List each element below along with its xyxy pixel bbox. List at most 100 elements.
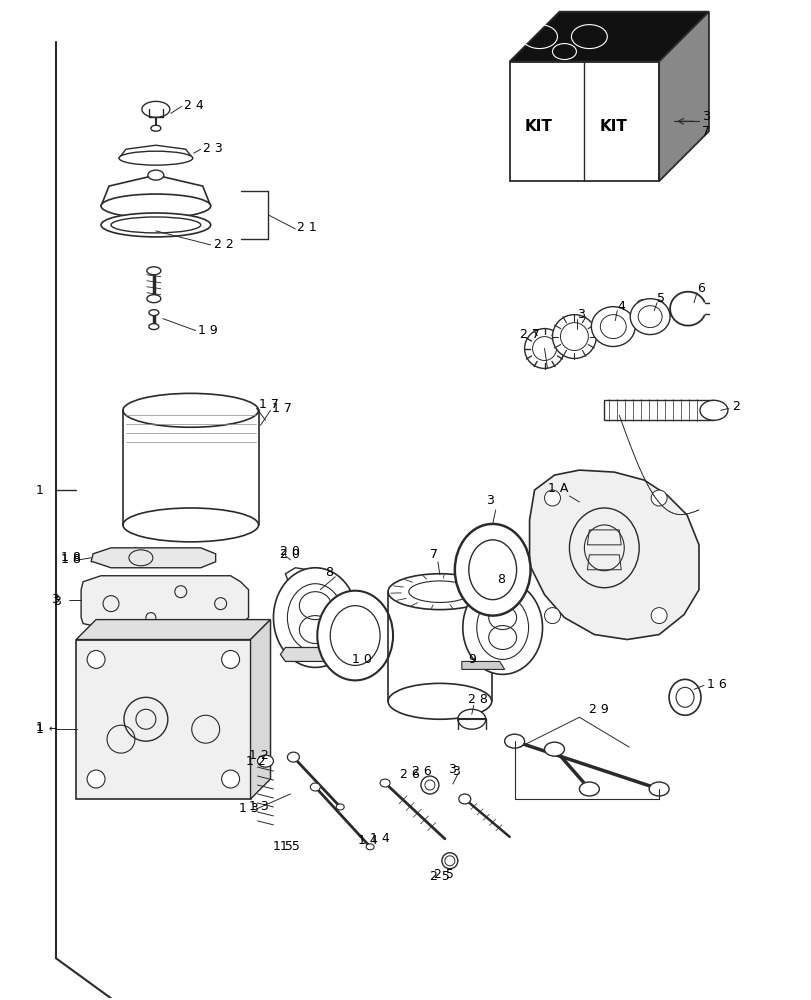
Text: 1 7: 1 7	[258, 398, 278, 411]
Ellipse shape	[629, 299, 669, 335]
Text: 1 A: 1 A	[547, 482, 567, 495]
Ellipse shape	[221, 650, 239, 668]
Text: 3: 3	[451, 765, 459, 778]
Text: 2 2: 2 2	[213, 238, 233, 251]
Text: 1: 1	[36, 484, 43, 497]
Text: 7: 7	[429, 548, 437, 561]
Ellipse shape	[420, 776, 439, 794]
Polygon shape	[251, 620, 270, 799]
Text: 1 8: 1 8	[61, 551, 81, 564]
Ellipse shape	[544, 490, 560, 506]
Text: 2 6: 2 6	[411, 765, 431, 778]
Polygon shape	[119, 145, 192, 158]
Text: 1 3: 1 3	[248, 800, 268, 813]
Ellipse shape	[650, 608, 667, 624]
Text: 2 8: 2 8	[467, 693, 487, 706]
Text: 4: 4	[616, 300, 624, 313]
Text: 1 4: 1 4	[358, 834, 378, 847]
Text: 8: 8	[496, 573, 504, 586]
Ellipse shape	[336, 804, 344, 810]
Text: 2 5: 2 5	[429, 870, 449, 883]
Text: 2 5: 2 5	[433, 868, 453, 881]
Ellipse shape	[151, 125, 161, 131]
Text: 2 4: 2 4	[183, 99, 204, 112]
Ellipse shape	[454, 524, 530, 616]
Bar	[603, 400, 713, 420]
Text: 1 7: 1 7	[272, 402, 292, 415]
Text: KIT: KIT	[599, 119, 626, 134]
Ellipse shape	[388, 574, 491, 610]
Ellipse shape	[221, 770, 239, 788]
Text: 1 9: 1 9	[197, 324, 217, 337]
Text: 3: 3	[577, 308, 585, 321]
Text: 9: 9	[467, 653, 475, 666]
Ellipse shape	[101, 213, 210, 237]
Ellipse shape	[441, 853, 457, 869]
Polygon shape	[81, 576, 248, 628]
Ellipse shape	[544, 608, 560, 624]
Text: 3: 3	[54, 595, 61, 608]
Polygon shape	[91, 548, 216, 568]
Text: 3: 3	[485, 493, 493, 506]
Text: 2 7: 2 7	[519, 328, 539, 341]
Polygon shape	[285, 568, 310, 585]
Bar	[76, 640, 251, 799]
Text: 1: 1	[36, 723, 43, 736]
Text: 2 0: 2 0	[280, 545, 300, 558]
Ellipse shape	[287, 752, 299, 762]
Ellipse shape	[122, 393, 258, 427]
Ellipse shape	[366, 844, 374, 850]
Text: 1 3: 1 3	[238, 802, 258, 815]
Polygon shape	[659, 12, 708, 181]
Ellipse shape	[551, 315, 595, 358]
Ellipse shape	[148, 170, 164, 180]
Ellipse shape	[462, 581, 542, 674]
Ellipse shape	[119, 151, 192, 165]
Text: 3: 3	[702, 110, 709, 123]
Polygon shape	[461, 661, 504, 669]
Text: 3: 3	[51, 593, 59, 606]
Ellipse shape	[148, 324, 159, 330]
Polygon shape	[96, 620, 270, 779]
Ellipse shape	[142, 101, 169, 117]
Ellipse shape	[388, 683, 491, 719]
Ellipse shape	[650, 490, 667, 506]
Ellipse shape	[380, 779, 389, 787]
Ellipse shape	[317, 591, 393, 680]
Ellipse shape	[579, 782, 599, 796]
Ellipse shape	[87, 650, 105, 668]
Text: 3: 3	[448, 763, 455, 776]
Ellipse shape	[147, 267, 161, 275]
Text: 6: 6	[696, 282, 704, 295]
Ellipse shape	[148, 310, 159, 316]
Ellipse shape	[504, 734, 524, 748]
Ellipse shape	[257, 755, 273, 767]
Text: 2 3: 2 3	[203, 142, 222, 155]
Ellipse shape	[544, 742, 564, 756]
Ellipse shape	[147, 295, 161, 303]
Text: 2: 2	[731, 400, 739, 413]
Polygon shape	[509, 12, 708, 62]
Polygon shape	[529, 470, 698, 640]
Ellipse shape	[699, 400, 727, 420]
Polygon shape	[280, 647, 360, 661]
Ellipse shape	[101, 194, 210, 218]
Text: 1 0: 1 0	[352, 653, 371, 666]
Text: 1 4: 1 4	[370, 832, 389, 845]
Text: 5: 5	[656, 292, 664, 305]
Text: 7: 7	[702, 125, 709, 138]
Ellipse shape	[648, 782, 668, 796]
Text: 1 8: 1 8	[61, 553, 81, 566]
Ellipse shape	[668, 679, 700, 715]
Text: 8: 8	[325, 566, 333, 579]
Text: 1 2: 1 2	[248, 749, 268, 762]
Ellipse shape	[273, 568, 357, 667]
Text: ←: ←	[48, 724, 56, 734]
Ellipse shape	[524, 329, 564, 368]
Polygon shape	[76, 620, 270, 640]
Text: 2 1: 2 1	[297, 221, 317, 234]
Text: KIT: KIT	[524, 119, 551, 134]
Text: 1 5: 1 5	[280, 840, 300, 853]
Text: 2 0: 2 0	[280, 548, 300, 561]
Ellipse shape	[87, 770, 105, 788]
